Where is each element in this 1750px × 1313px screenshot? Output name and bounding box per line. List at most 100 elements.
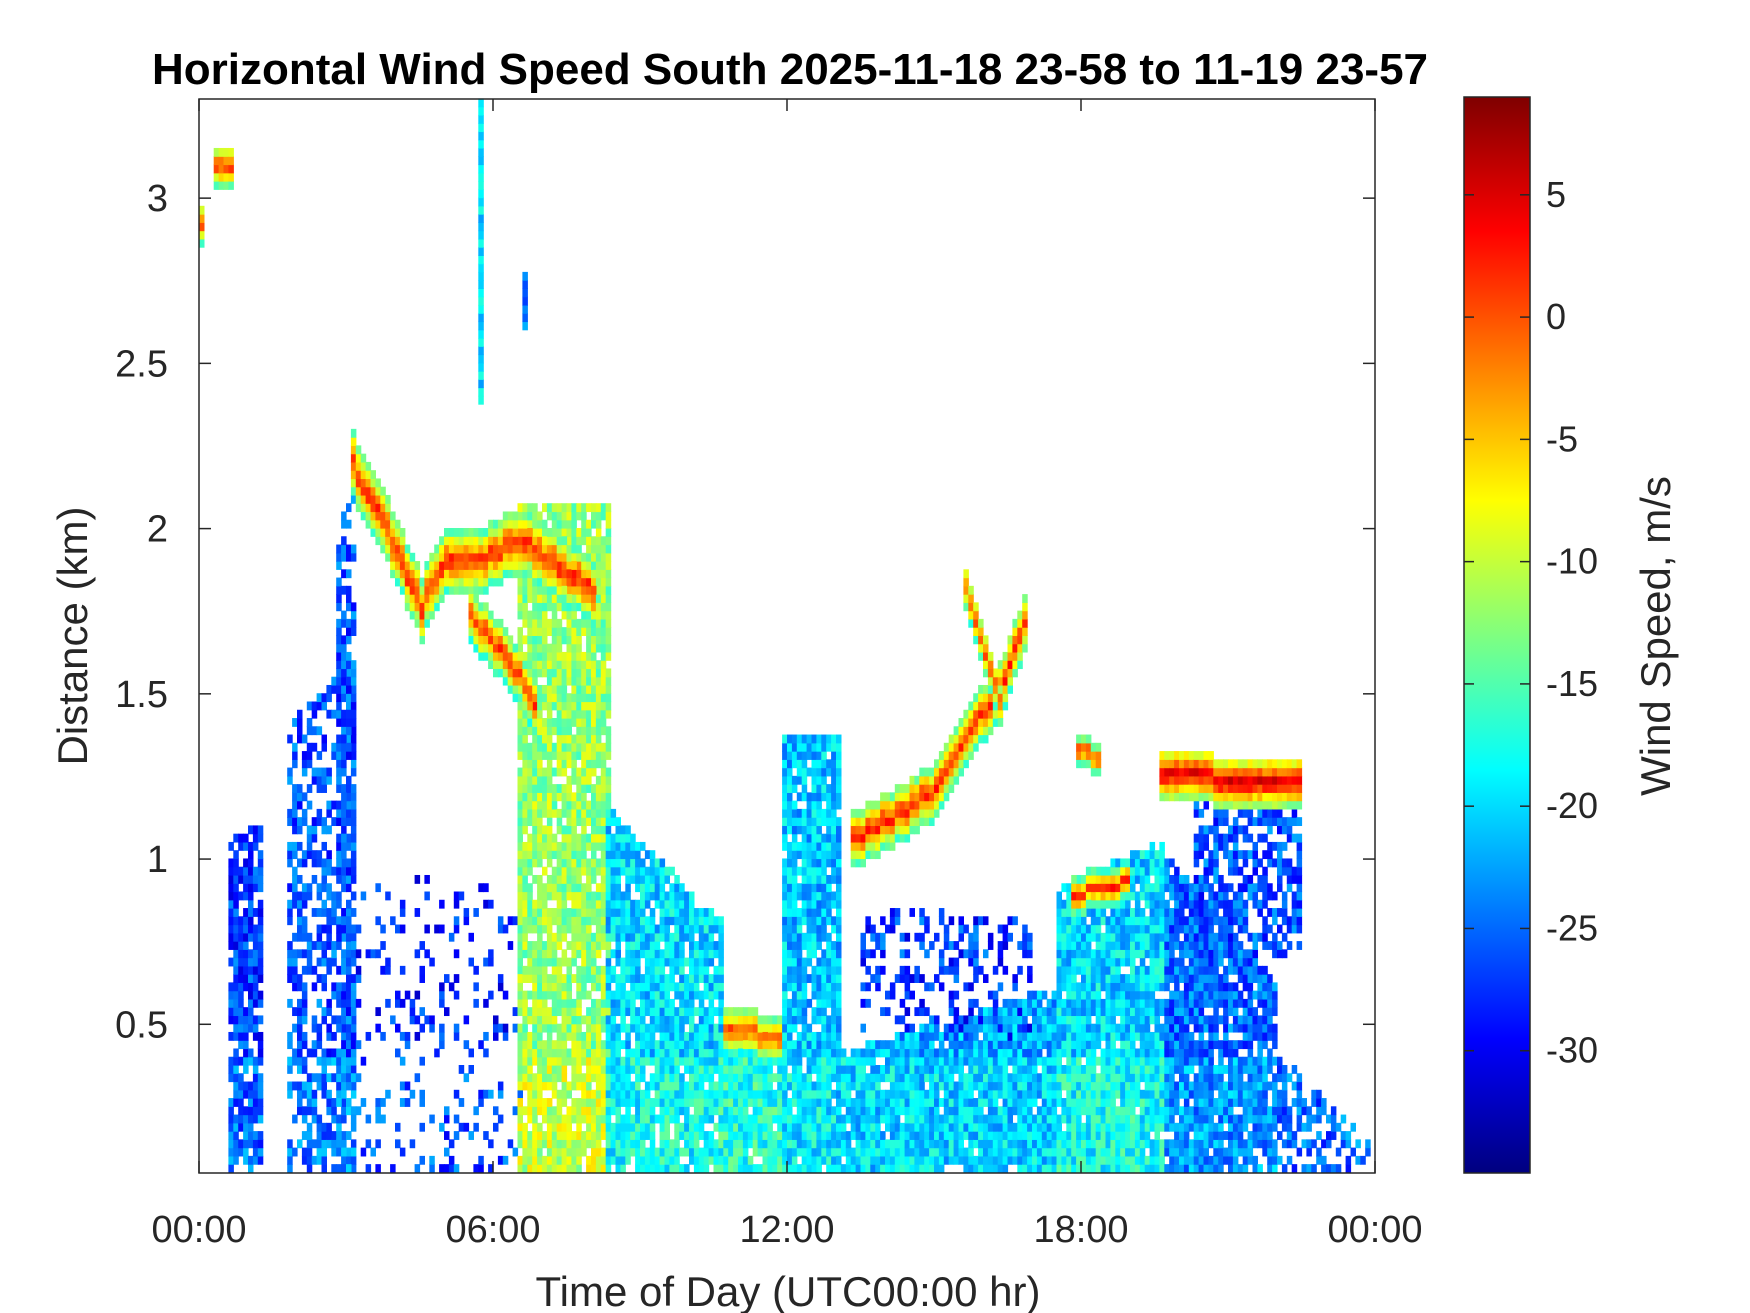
heatmap-cell [522,932,528,942]
heatmap-cell [292,800,298,810]
heatmap-cell [659,957,666,967]
heatmap-cell [875,1048,881,1058]
heatmap-cell [752,1106,759,1116]
heatmap-cell [346,1098,352,1107]
heatmap-cell [566,825,572,835]
heatmap-cell [630,866,636,876]
heatmap-cell [875,982,881,992]
heatmap-cell [321,949,327,959]
heatmap-cell [831,1147,837,1157]
heatmap-cell [963,1131,969,1140]
heatmap-cell [693,990,700,1000]
heatmap-cell [546,1139,553,1149]
heatmap-cell [546,536,553,546]
heatmap-cell [703,932,710,942]
heatmap-cell [522,594,528,603]
heatmap-cell [566,1147,572,1157]
heatmap-cell [689,941,695,950]
heatmap-cell [698,1031,705,1041]
heatmap-cell [630,1139,636,1149]
heatmap-cell [782,1031,788,1041]
heatmap-cell [811,949,817,959]
heatmap-cell [497,924,504,934]
heatmap-cell [297,916,303,926]
heatmap-cell [537,709,543,719]
heatmap-cell [321,817,327,827]
heatmap-cell [811,1031,817,1041]
heatmap-cell [542,643,548,653]
heatmap-cell [576,742,582,752]
heatmap-cell [654,1098,661,1107]
heatmap-cell [615,841,621,851]
heatmap-cell [576,874,582,884]
heatmap-cell [453,1114,460,1124]
heatmap-cell [644,1131,651,1140]
heatmap-cell [934,1098,940,1107]
heatmap-cell [595,932,602,942]
heatmap-cell [796,982,803,992]
heatmap-cell [953,1015,960,1025]
heatmap-cell [860,932,866,942]
heatmap-cell [826,1056,832,1066]
heatmap-cell [532,742,538,752]
heatmap-cell [899,1106,906,1116]
heatmap-cell [1061,932,1067,942]
heatmap-cell [287,775,293,785]
heatmap-cell [826,957,832,967]
heatmap-cell [571,660,577,670]
heatmap-cell [718,957,724,967]
heatmap-cell [556,569,563,579]
heatmap-cell [292,1081,298,1091]
heatmap-cell [576,1081,582,1091]
heatmap-cell [586,718,592,727]
heatmap-cell [777,1147,783,1157]
heatmap-cell [595,916,602,926]
heatmap-cell [644,866,651,876]
heatmap-cell [738,1089,744,1099]
heatmap-cell [542,610,548,620]
heatmap-cell [649,1164,656,1173]
heatmap-cell [301,1007,308,1017]
heatmap-cell [517,767,523,777]
heatmap-cell [762,1147,768,1157]
heatmap-cell [850,1106,857,1116]
heatmap-cell [605,957,612,967]
heatmap-cell [615,998,621,1008]
heatmap-cell [605,965,612,975]
heatmap-cell [953,1056,960,1066]
heatmap-cell [243,965,249,975]
heatmap-cell [875,1065,881,1074]
heatmap-cell [772,1114,778,1124]
heatmap-cell [1046,1122,1053,1132]
heatmap-cell [561,1098,568,1107]
heatmap-cell [238,916,244,926]
heatmap-cell [311,850,318,860]
heatmap-cell [297,841,303,851]
heatmap-cell [860,1114,866,1124]
heatmap-cell [301,1081,308,1091]
heatmap-cell [517,528,523,537]
heatmap-cell [791,883,798,893]
heatmap-cell [620,908,626,917]
heatmap-cell [522,676,528,686]
heatmap-cell [228,982,234,992]
heatmap-cell [517,949,523,959]
heatmap-cell [968,1139,974,1149]
heatmap-cell [605,850,612,860]
heatmap-cell [610,1031,617,1041]
heatmap-cell [595,709,602,719]
heatmap-cell [561,990,568,1000]
heatmap-cell [1066,1023,1072,1033]
heatmap-cell [973,1040,979,1050]
heatmap-cell [355,1040,362,1050]
heatmap-cell [865,1056,871,1066]
heatmap-cell [836,1081,842,1091]
heatmap-cell [316,784,323,793]
heatmap-cell [654,858,661,868]
heatmap-cell [301,1015,308,1025]
heatmap-cell [806,1081,813,1091]
heatmap-cell [517,718,523,727]
heatmap-cell [551,684,558,694]
heatmap-cell [292,1007,298,1017]
heatmap-cell [257,1131,264,1140]
